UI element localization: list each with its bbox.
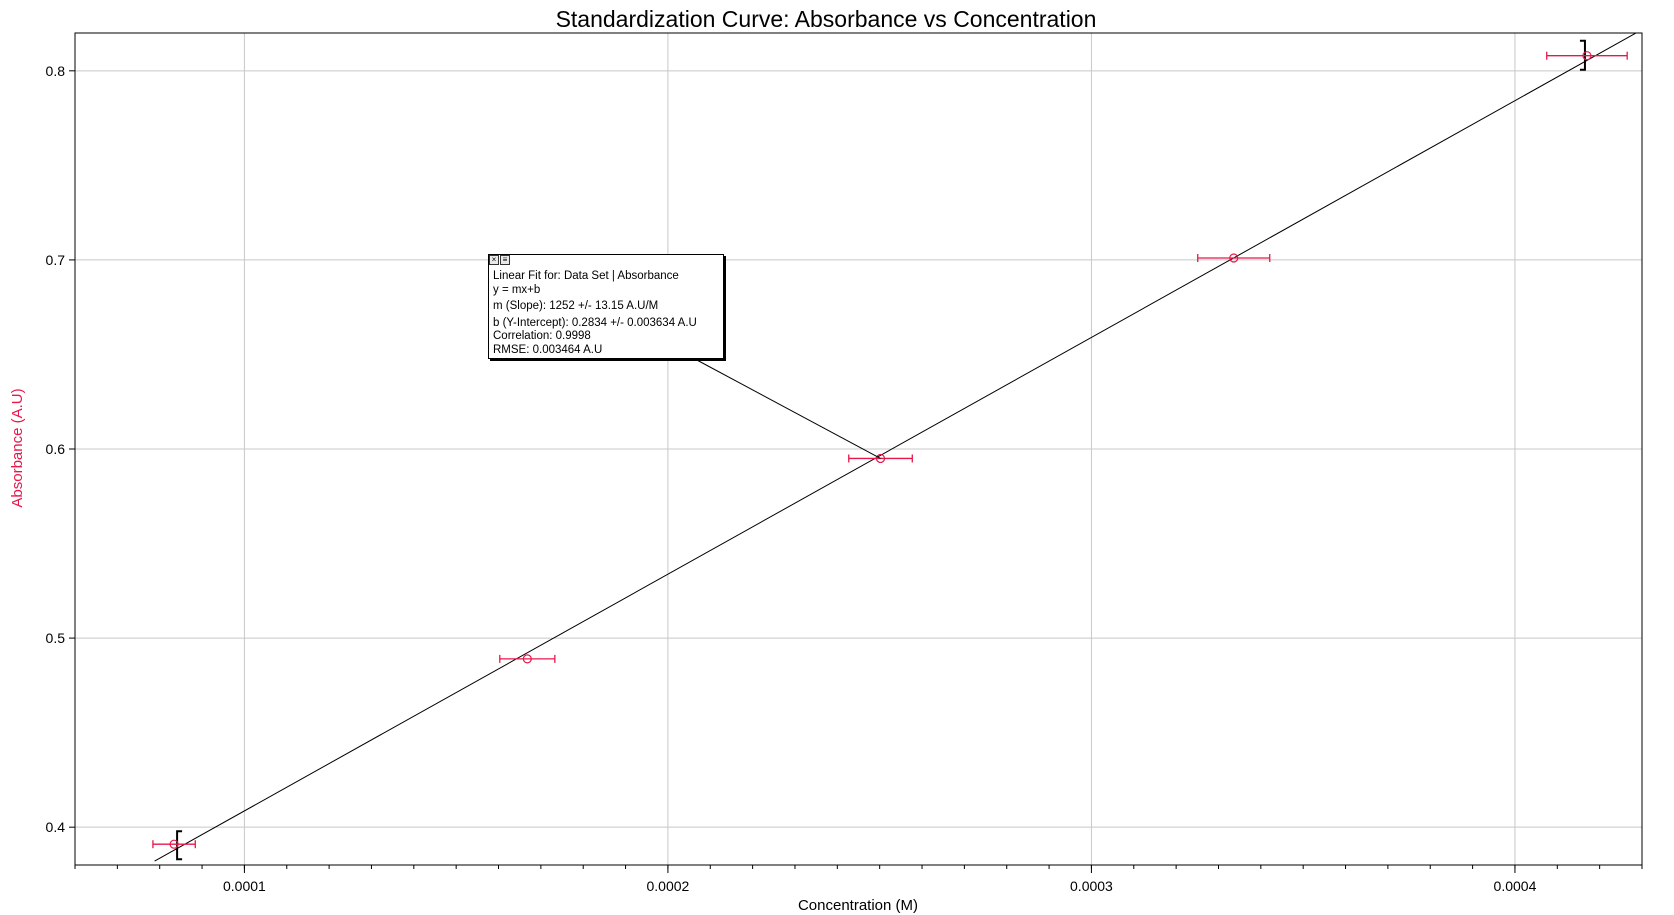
close-icon[interactable]: × [489, 255, 499, 265]
fit-intercept: b (Y-Intercept): 0.2834 +/- 0.003634 A.U [493, 316, 697, 329]
fit-annotation-leader [694, 358, 881, 459]
y-axis-ticks: 0.4 0.5 0.6 0.7 0.8 [46, 63, 75, 835]
annotation-controls: × ≡ [489, 255, 510, 265]
data-point [1229, 253, 1239, 263]
x-axis-label: Concentration (M) [798, 897, 918, 914]
x-tick-label: 0.0001 [223, 878, 266, 894]
data-points [152, 51, 1628, 849]
x-tick-label: 0.0003 [1070, 878, 1113, 894]
fit-line-group [154, 32, 1636, 862]
grid [75, 33, 1642, 865]
data-point [1582, 51, 1592, 61]
linear-fit-annotation[interactable]: × ≡ Linear Fit for: Data Set | Absorbanc… [488, 254, 724, 359]
fit-equation: y = mx+b [493, 283, 541, 296]
y-tick-label: 0.7 [46, 252, 66, 268]
chart-title: Standardization Curve: Absorbance vs Con… [556, 6, 1097, 32]
data-point [875, 453, 886, 464]
fit-text: Linear Fit for: Data Set | Absorbance y … [493, 270, 719, 357]
x-tick-label: 0.0004 [1494, 878, 1537, 894]
fit-correlation: Correlation: 0.9998 [493, 330, 591, 342]
data-point [522, 654, 532, 664]
fit-range-start-bracket [176, 830, 183, 861]
fit-rmse: RMSE: 0.003464 A.U [493, 343, 603, 356]
y-tick-label: 0.8 [46, 63, 66, 79]
x-tick-label: 0.0002 [647, 878, 690, 894]
plot-frame [74, 32, 1643, 866]
fit-line [154, 32, 1636, 862]
y-tick-label: 0.5 [46, 630, 66, 646]
data-point [169, 839, 179, 849]
x-axis-ticks: 0.0001 0.0002 0.0003 0.0004 [74, 865, 1643, 894]
fit-label-line: Linear Fit for: Data Set | Absorbance [493, 270, 679, 282]
options-icon[interactable]: ≡ [500, 255, 510, 265]
y-tick-label: 0.6 [46, 441, 66, 457]
y-axis-label: Absorbance (A.U) [9, 388, 26, 507]
fit-slope: m (Slope): 1252 +/- 13.15 A.U/M [493, 300, 659, 312]
y-tick-label: 0.4 [46, 819, 66, 835]
